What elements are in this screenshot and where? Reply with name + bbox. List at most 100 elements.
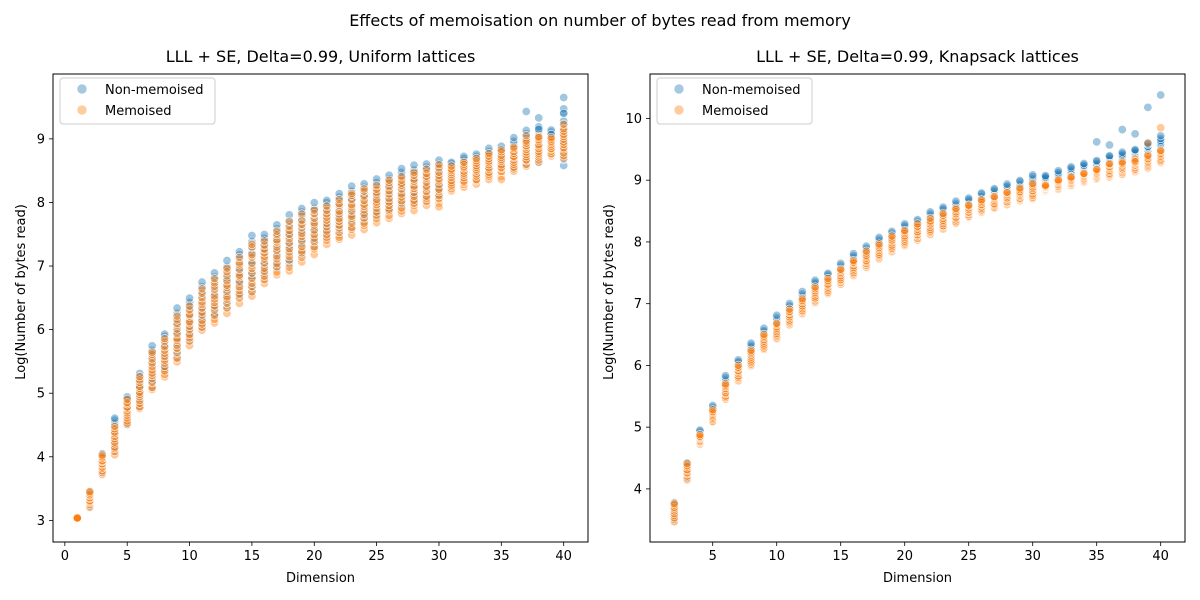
scatter-point-memoised <box>810 291 820 301</box>
scatter-point-non-memoised <box>509 139 519 149</box>
scatter-point-non-memoised <box>496 141 506 151</box>
scatter-point-memoised <box>384 182 394 192</box>
scatter-point-non-memoised <box>1053 166 1063 176</box>
scatter-point-memoised <box>197 322 207 332</box>
scatter-point-memoised <box>359 218 369 228</box>
scatter-point-memoised <box>284 247 294 257</box>
scatter-point-memoised <box>446 161 456 171</box>
scatter-point-memoised <box>147 365 157 375</box>
y-tick-label: 9 <box>37 132 45 147</box>
scatter-point-memoised <box>297 257 307 267</box>
scatter-point-memoised <box>459 168 469 178</box>
scatter-point-memoised <box>110 439 120 449</box>
scatter-point-memoised <box>484 156 494 166</box>
scatter-point-non-memoised <box>135 368 145 378</box>
scatter-point-non-memoised <box>372 174 382 184</box>
scatter-point-memoised <box>359 184 369 194</box>
scatter-point-memoised <box>484 148 494 158</box>
scatter-point-non-memoised <box>297 239 307 249</box>
scatter-point-non-memoised <box>284 232 294 242</box>
scatter-point-memoised <box>409 181 419 191</box>
scatter-point-memoised <box>446 164 456 174</box>
scatter-point-memoised <box>1117 157 1127 167</box>
scatter-point-memoised <box>234 258 244 268</box>
scatter-point-memoised <box>372 187 382 197</box>
scatter-point-non-memoised <box>297 204 307 214</box>
scatter-point-memoised <box>848 256 858 266</box>
y-tick-label: 8 <box>37 196 45 211</box>
scatter-point-non-memoised <box>900 219 910 229</box>
scatter-point-memoised <box>272 270 282 280</box>
scatter-point-non-memoised <box>122 392 132 402</box>
scatter-point-non-memoised <box>1002 179 1012 189</box>
y-tick-label: 5 <box>37 387 45 402</box>
scatter-point-non-memoised <box>322 198 332 208</box>
scatter-point-memoised <box>210 274 220 284</box>
scatter-point-memoised <box>397 203 407 213</box>
scatter-point-memoised <box>1040 180 1050 190</box>
scatter-point-memoised <box>733 360 743 370</box>
scatter-point-memoised <box>409 183 419 193</box>
y-tick-label: 4 <box>634 482 642 497</box>
legend: Non-memoised Memoised <box>656 77 813 125</box>
scatter-point-memoised <box>259 263 269 273</box>
scatter-point-memoised <box>147 377 157 387</box>
scatter-point-memoised <box>322 215 332 225</box>
scatter-point-memoised <box>471 161 481 171</box>
scatter-point-memoised <box>1156 123 1166 133</box>
y-tick-label: 6 <box>37 323 45 338</box>
scatter-point-memoised <box>521 136 531 146</box>
scatter-point-memoised <box>359 186 369 196</box>
scatter-point-non-memoised <box>534 113 544 123</box>
scatter-point-memoised <box>421 171 431 181</box>
scatter-point-memoised <box>669 498 679 508</box>
scatter-point-memoised <box>521 147 531 157</box>
scatter-point-non-memoised <box>347 181 357 191</box>
scatter-point-memoised <box>951 203 961 213</box>
scatter-point-non-memoised <box>1156 90 1166 100</box>
scatter-point-memoised <box>309 220 319 230</box>
scatter-point-memoised <box>938 224 948 234</box>
scatter-point-memoised <box>521 131 531 141</box>
scatter-point-memoised <box>559 134 569 144</box>
scatter-point-memoised <box>259 251 269 261</box>
scatter-point-memoised <box>172 319 182 329</box>
scatter-point-non-memoised <box>222 256 232 266</box>
scatter-point-memoised <box>284 252 294 262</box>
scatter-point-memoised <box>334 228 344 238</box>
scatter-point-memoised <box>309 218 319 228</box>
scatter-point-memoised <box>521 155 531 165</box>
scatter-point-memoised <box>810 286 820 296</box>
y-axis-label: Log(Number of bytes read) <box>14 204 29 380</box>
scatter-point-non-memoised <box>964 198 974 208</box>
scatter-point-memoised <box>322 201 332 211</box>
x-tick-label: 30 <box>431 549 448 564</box>
scatter-point-memoised <box>160 355 170 365</box>
scatter-point-memoised <box>397 208 407 218</box>
scatter-point-memoised <box>1092 164 1102 174</box>
scatter-point-memoised <box>222 267 232 277</box>
scatter-point-memoised <box>334 223 344 233</box>
scatter-point-memoised <box>284 222 294 232</box>
scatter-point-memoised <box>397 206 407 216</box>
scatter-point-memoised <box>874 239 884 249</box>
scatter-point-memoised <box>160 348 170 358</box>
scatter-point-non-memoised <box>110 413 120 423</box>
scatter-point-memoised <box>172 357 182 367</box>
scatter-point-memoised <box>234 260 244 270</box>
scatter-point-non-memoised <box>1079 159 1089 169</box>
scatter-point-non-memoised <box>559 108 569 118</box>
scatter-point-memoised <box>797 299 807 309</box>
scatter-point-memoised <box>434 160 444 170</box>
legend-box <box>59 77 216 125</box>
scatter-point-non-memoised <box>772 310 782 320</box>
scatter-point-memoised <box>97 462 107 472</box>
y-tick-label: 4 <box>37 450 45 465</box>
scatter-point-memoised <box>434 187 444 197</box>
scatter-point-non-memoised <box>172 303 182 313</box>
scatter-point-memoised <box>172 340 182 350</box>
scatter-point-non-memoised <box>234 279 244 289</box>
scatter-point-memoised <box>222 263 232 273</box>
scatter-point-memoised <box>147 368 157 378</box>
scatter-point-non-memoised <box>521 107 531 117</box>
